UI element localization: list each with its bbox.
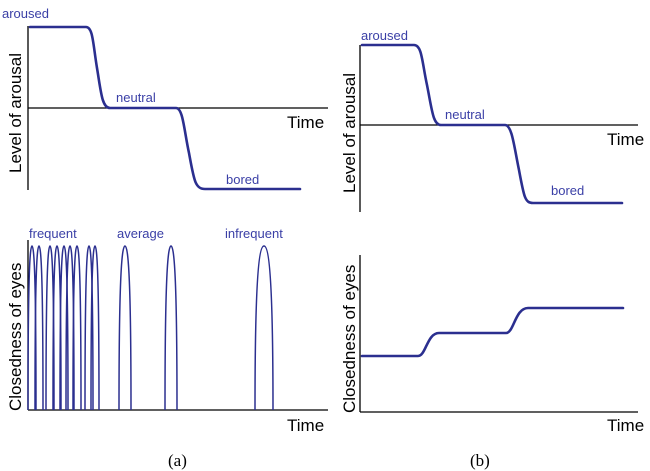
panel-a-arousal-x-label: Time [287,113,324,132]
panel-b-eyes-plot: Time Closedness of eyes [340,255,644,435]
panel-a-eyes-plot: frequent average infrequent Time Closedn… [6,226,328,435]
panel-a-neutral-label: neutral [116,90,156,105]
panel-b-arousal-y-label: Level of arousal [340,73,359,193]
panel-b-bored-label: bored [551,183,584,198]
panel-a-eyes-y-label: Closedness of eyes [6,263,25,411]
panel-a-frequent-label: frequent [29,226,77,241]
blink-pulse [90,245,100,411]
panel-a-infrequent-label: infrequent [225,226,283,241]
blink-pulse [84,245,94,411]
panel-b-neutral-label: neutral [445,107,485,122]
panel-b-caption: (b) [470,451,490,470]
panel-b-arousal-x-label: Time [607,130,644,149]
blink-pulse [254,245,274,411]
blink-pulse [59,245,69,411]
blink-pulse [164,245,178,411]
panel-a-arousal-plot: aroused neutral bored Time Level of arou… [2,6,328,191]
panel-a-average-label: average [117,226,164,241]
panel-b-aroused-label: aroused [361,28,408,43]
panel-b-arousal-curve [360,43,624,205]
panel-b-arousal-plot: aroused neutral bored Time Level of arou… [340,28,644,212]
panel-a-aroused-label: aroused [2,6,49,21]
panel-b-eyes-x-label: Time [607,416,644,435]
blink-pulse [34,245,44,411]
blink-pulse [118,245,132,411]
panel-a-arousal-curve [28,25,302,191]
panel-a-caption: (a) [168,451,187,470]
blink-pulse [72,245,82,411]
panel-b-eyes-curve [360,306,625,358]
panel-b-eyes-y-label: Closedness of eyes [340,265,359,413]
panel-a-blinks [27,245,274,411]
panel-a-eyes-x-label: Time [287,416,324,435]
panel-a-bored-label: bored [226,172,259,187]
panel-a-arousal-y-label: Level of arousal [6,53,25,173]
